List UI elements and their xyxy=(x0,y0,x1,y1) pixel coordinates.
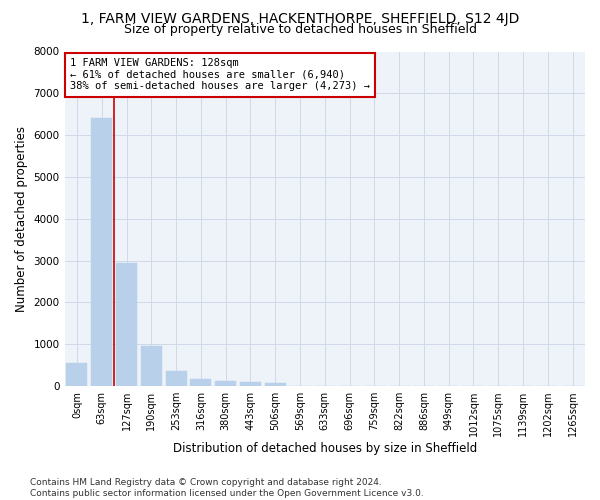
X-axis label: Distribution of detached houses by size in Sheffield: Distribution of detached houses by size … xyxy=(173,442,477,455)
Bar xyxy=(141,346,162,386)
Bar xyxy=(67,362,88,386)
Bar xyxy=(91,118,112,386)
Bar xyxy=(240,382,261,386)
Bar xyxy=(166,370,187,386)
Bar xyxy=(190,378,211,386)
Text: Size of property relative to detached houses in Sheffield: Size of property relative to detached ho… xyxy=(124,22,476,36)
Text: 1 FARM VIEW GARDENS: 128sqm
← 61% of detached houses are smaller (6,940)
38% of : 1 FARM VIEW GARDENS: 128sqm ← 61% of det… xyxy=(70,58,370,92)
Bar xyxy=(215,382,236,386)
Text: 1, FARM VIEW GARDENS, HACKENTHORPE, SHEFFIELD, S12 4JD: 1, FARM VIEW GARDENS, HACKENTHORPE, SHEF… xyxy=(81,12,519,26)
Bar xyxy=(265,382,286,386)
Bar xyxy=(116,262,137,386)
Y-axis label: Number of detached properties: Number of detached properties xyxy=(15,126,28,312)
Text: Contains HM Land Registry data © Crown copyright and database right 2024.
Contai: Contains HM Land Registry data © Crown c… xyxy=(30,478,424,498)
